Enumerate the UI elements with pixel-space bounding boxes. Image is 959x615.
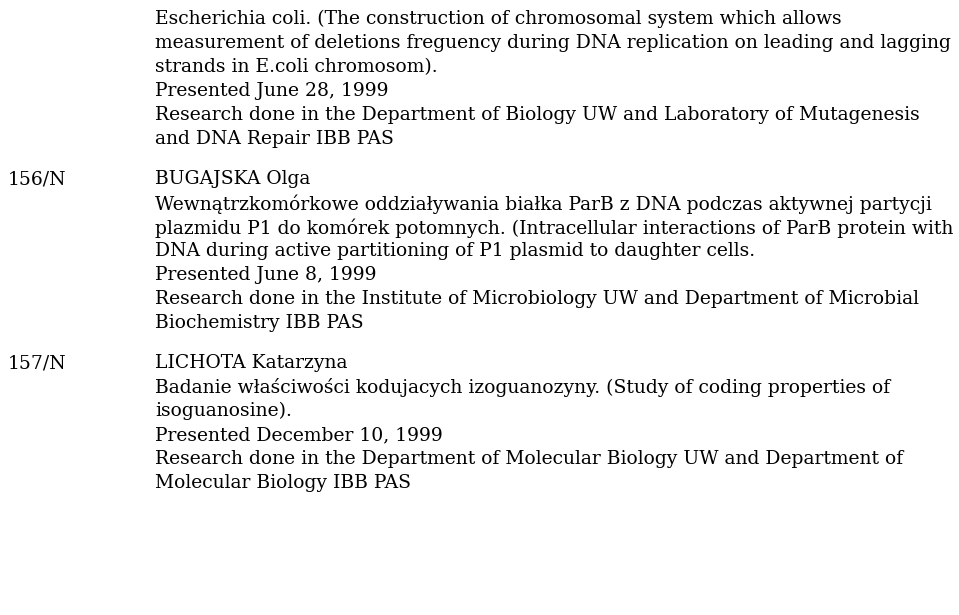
Text: Molecular Biology IBB PAS: Molecular Biology IBB PAS <box>155 474 411 492</box>
Text: DNA during active partitioning of P1 plasmid to daughter cells.: DNA during active partitioning of P1 pla… <box>155 242 755 260</box>
Text: strands in E.coli chromosom).: strands in E.coli chromosom). <box>155 58 437 76</box>
Text: Research done in the Department of Biology UW and Laboratory of Mutagenesis: Research done in the Department of Biolo… <box>155 106 920 124</box>
Text: 156/N: 156/N <box>8 170 66 188</box>
Text: plazmidu P1 do komórek potomnych. (Intracellular interactions of ParB protein wi: plazmidu P1 do komórek potomnych. (Intra… <box>155 218 953 237</box>
Text: Presented December 10, 1999: Presented December 10, 1999 <box>155 426 443 444</box>
Text: 157/N: 157/N <box>8 354 66 372</box>
Text: BUGAJSKA Olga: BUGAJSKA Olga <box>155 170 311 188</box>
Text: Presented June 28, 1999: Presented June 28, 1999 <box>155 82 388 100</box>
Text: and DNA Repair IBB PAS: and DNA Repair IBB PAS <box>155 130 394 148</box>
Text: Escherichia coli. (The construction of chromosomal system which allows: Escherichia coli. (The construction of c… <box>155 10 842 28</box>
Text: measurement of deletions freguency during DNA replication on leading and lagging: measurement of deletions freguency durin… <box>155 34 951 52</box>
Text: Biochemistry IBB PAS: Biochemistry IBB PAS <box>155 314 363 332</box>
Text: Wewnątrzkomórkowe oddziaływania białka ParB z DNA podczas aktywnej partycji: Wewnątrzkomórkowe oddziaływania białka P… <box>155 194 932 213</box>
Text: isoguanosine).: isoguanosine). <box>155 402 292 420</box>
Text: Presented June 8, 1999: Presented June 8, 1999 <box>155 266 377 284</box>
Text: Research done in the Department of Molecular Biology UW and Department of: Research done in the Department of Molec… <box>155 450 903 468</box>
Text: Research done in the Institute of Microbiology UW and Department of Microbial: Research done in the Institute of Microb… <box>155 290 919 308</box>
Text: Badanie właściwości kodujacych izoguanozyny. (Study of coding properties of: Badanie właściwości kodujacych izoguanoz… <box>155 378 890 397</box>
Text: LICHOTA Katarzyna: LICHOTA Katarzyna <box>155 354 347 372</box>
